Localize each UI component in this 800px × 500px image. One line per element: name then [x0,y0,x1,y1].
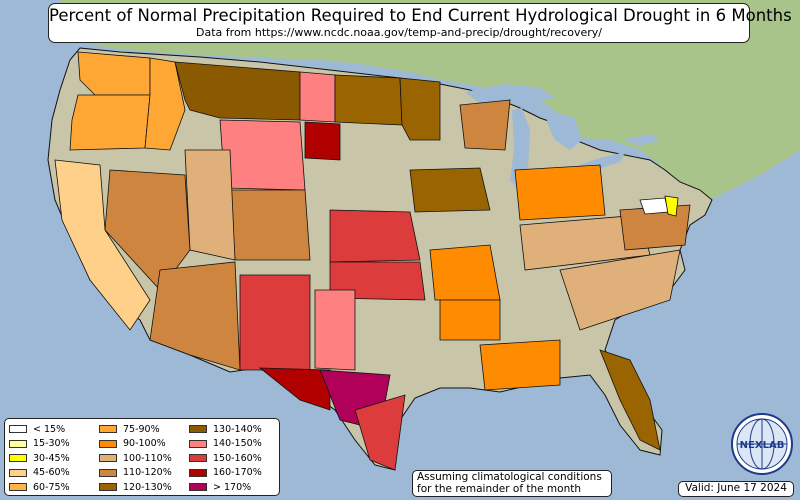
region-michigan [459,99,511,151]
map-subtitle: Data from https://www.ncdc.noaa.gov/temp… [196,26,602,39]
legend-label: 75-90% [123,423,160,435]
legend-swatch [99,439,117,448]
region-maryland [639,197,669,215]
region-south-dakota [304,121,341,161]
legend-item: 160-170% [189,466,262,480]
region-nebraska-kansas [329,209,421,263]
region-wyoming [219,119,306,191]
legend-swatch [189,425,207,433]
legend-label: 100-110% [123,452,172,464]
legend-label: 15-30% [33,438,70,449]
legend-swatch [9,468,27,477]
legend-swatch [9,425,27,433]
nexlab-logo-icon: NEXLAB [731,413,793,475]
legend-swatch [99,425,117,433]
legend-swatch [9,454,27,462]
legend-label: 60-75% [33,481,70,493]
region-florida [599,349,661,451]
legend-item: 150-160% [189,451,262,465]
region-utah [184,149,236,261]
map-title: Percent of Normal Precipitation Required… [49,6,792,25]
note-line-2: for the remainder of the month [417,482,582,495]
lake-superior [465,84,555,104]
region-north-dakota-east [334,74,403,126]
region-montana [174,61,301,121]
legend-label: 120-130% [123,481,172,493]
region-north-dakota-west [299,71,336,123]
legend-label: 90-100% [123,438,166,449]
legend-label: 130-140% [213,423,262,435]
legend-item: 120-130% [99,480,172,494]
legend-label: 140-150% [213,438,262,449]
region-iowa [409,167,491,213]
legend-item: < 15% [9,422,65,436]
note-line-1: Assuming climatological conditions [417,471,602,483]
region-mississippi-alabama [479,339,561,391]
legend-label: > 170% [213,481,252,493]
svg-text:NEXLAB: NEXLAB [740,440,785,451]
region-georgia-carolinas [559,249,681,331]
region-california [54,159,151,331]
legend-swatch [189,483,207,491]
region-colorado [229,189,311,261]
region-minnesota [399,77,441,141]
legend-label: < 15% [33,423,66,435]
legend-swatch [9,483,27,491]
legend-label: 150-160% [213,452,262,464]
canada-land [60,0,800,205]
legend-swatch [189,468,207,477]
region-ohio-valley [514,164,606,221]
lake-michigan [510,108,530,188]
assumption-note: Assuming climatological conditions for t… [412,470,612,497]
lake-huron [545,110,582,150]
legend-swatch [189,439,207,448]
legend-item: 100-110% [99,451,172,465]
legend-item: 45-60% [9,466,70,480]
legend-swatch [189,454,207,462]
drought-regions [54,51,691,471]
legend-item: 110-120% [99,466,172,480]
title-panel: Percent of Normal Precipitation Required… [48,3,792,43]
legend-item: 60-75% [9,480,70,494]
legend-item: 130-140% [189,422,262,436]
region-texas-west [258,367,331,411]
legend-swatch [99,454,117,462]
legend-item: 75-90% [99,422,160,436]
region-washington [77,51,151,96]
legend-label: 30-45% [33,452,70,464]
legend-swatch [99,483,117,491]
valid-date: Valid: June 17 2024 [678,481,794,497]
legend-swatch [9,439,27,448]
region-arkansas [439,299,501,341]
legend-item: 15-30% [9,437,70,451]
region-texas-panhandle [314,289,356,371]
region-new-mexico [239,274,311,371]
legend-label: 160-170% [213,467,262,478]
legend-label: 45-60% [33,467,70,478]
region-arizona [149,261,241,371]
legend-item: 30-45% [9,451,70,465]
legend-swatch [99,468,117,477]
lake-ontario [622,134,660,146]
region-delaware [664,195,679,217]
region-missouri [429,244,501,301]
legend-item: 140-150% [189,437,262,451]
region-oregon [69,94,151,151]
region-texas-coast [354,394,406,471]
legend-item: 90-100% [99,437,166,451]
legend: < 15% 15-30% 30-45% 45-60% 60-75% 75-90% 90-10… [4,418,280,496]
legend-label: 110-120% [123,467,172,478]
legend-item: > 170% [189,480,251,494]
